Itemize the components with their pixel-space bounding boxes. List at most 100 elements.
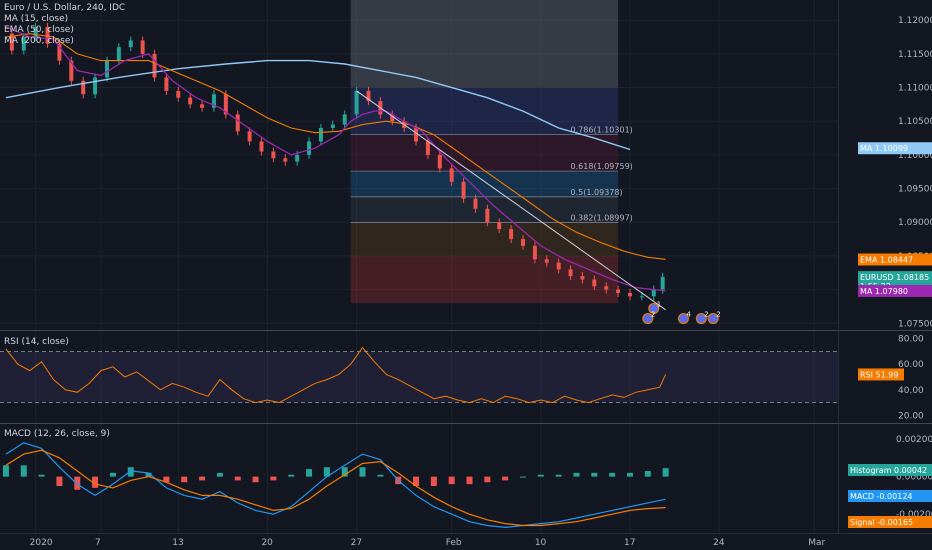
rsi-band xyxy=(0,351,838,403)
candle-body xyxy=(414,127,419,142)
macd-histogram-bar xyxy=(341,467,348,477)
rsi-axis-tick: 60.00 xyxy=(898,360,924,370)
macd-histogram-bar xyxy=(591,472,598,477)
candle-body xyxy=(556,262,561,270)
price-axis-tick: 1.12000 xyxy=(898,16,932,26)
macd-tag-macd: MACD -0.00124 xyxy=(850,492,913,501)
candle-body xyxy=(164,77,169,91)
fib-label-0.5: 0.5(1.09378) xyxy=(571,188,623,197)
fib-zone-6 xyxy=(350,255,619,304)
event-marker-count: 2 xyxy=(704,311,708,319)
candle-body xyxy=(235,114,240,132)
macd-histogram-bar xyxy=(430,476,437,487)
rsi-axis-tick: 40.00 xyxy=(898,386,924,396)
price-axis-tick: 1.09000 xyxy=(898,218,932,228)
trend-line xyxy=(356,90,666,311)
candle-body xyxy=(568,269,573,277)
candle-body xyxy=(390,114,395,122)
candle-body xyxy=(616,289,621,293)
candle-body xyxy=(532,245,537,260)
macd-histogram-bar xyxy=(448,476,455,485)
macd-histogram-bar xyxy=(626,472,633,477)
indicator-ema50[interactable]: EMA (50, close) xyxy=(4,25,74,35)
macd-axis-tick: -0.00200 xyxy=(896,510,932,520)
price-tag-bg xyxy=(858,271,932,284)
candle-body xyxy=(307,141,312,155)
macd-histogram-bar xyxy=(502,476,509,481)
price-tag-bg xyxy=(858,284,932,297)
rsi-title[interactable]: RSI (14, close) xyxy=(4,337,69,347)
time-axis-tick: 10 xyxy=(535,538,547,548)
candle-body xyxy=(271,151,276,159)
macd-histogram-bar xyxy=(270,476,277,481)
price-axis-tick: 1.11000 xyxy=(898,84,932,94)
candle-body xyxy=(200,104,205,108)
macd-histogram-bar xyxy=(466,476,473,485)
fib-zone-4 xyxy=(350,196,619,223)
price-tag-ma: MA 1.07980 xyxy=(860,287,908,296)
time-axis-tick: 7 xyxy=(95,538,101,548)
fib-zone-1 xyxy=(350,87,619,135)
candle-body xyxy=(497,222,502,229)
macd-histogram-bar xyxy=(662,468,669,477)
price-tag-bg xyxy=(858,142,932,155)
signal-line xyxy=(5,449,666,527)
rsi-tag-bg xyxy=(858,368,904,381)
macd-histogram-bar xyxy=(127,467,134,477)
macd-histogram-bar xyxy=(163,476,170,483)
macd-histogram-bar xyxy=(413,476,420,487)
candle-body xyxy=(93,77,98,95)
candle-body xyxy=(330,124,335,128)
ma15-line xyxy=(5,26,666,292)
candle-body xyxy=(627,292,632,297)
time-axis-tick: 27 xyxy=(351,538,362,548)
rsi-tag: RSI 51.99 xyxy=(860,370,898,379)
macd-histogram-bar xyxy=(609,472,616,477)
candle-body xyxy=(660,276,665,290)
candle-body xyxy=(580,276,585,280)
price-axis-tick: 1.11500 xyxy=(898,50,932,60)
macd-histogram-bar xyxy=(520,476,527,478)
event-marker-count: 1 xyxy=(657,300,661,308)
candle-body xyxy=(544,259,549,263)
event-marker xyxy=(695,313,707,325)
macd-histogram-bar xyxy=(484,476,491,483)
macd-histogram-bar xyxy=(234,476,241,481)
time-axis-tick: 20 xyxy=(261,538,273,548)
candle-body xyxy=(21,37,26,51)
candle-body xyxy=(152,53,157,78)
macd-histogram-bar xyxy=(56,476,63,487)
price-tag-ma: MA 1.10099 xyxy=(860,144,908,153)
candle-body xyxy=(9,33,14,51)
candle-body xyxy=(57,43,62,61)
macd-axis-tick: 0.00000 xyxy=(896,473,932,483)
candle-body xyxy=(211,94,216,108)
macd-histogram-bar xyxy=(537,474,544,477)
candle-body xyxy=(604,286,609,290)
candle-body xyxy=(366,90,371,102)
rsi-axis-tick: 20.00 xyxy=(898,411,924,421)
macd-histogram-bar xyxy=(20,465,27,477)
macd-histogram-bar xyxy=(573,472,580,477)
event-marker-count: 4 xyxy=(686,311,691,319)
fib-zone-5 xyxy=(350,222,619,256)
candle-body xyxy=(81,80,86,95)
macd-histogram-bar xyxy=(306,469,313,477)
indicator-ma200[interactable]: MA (200, close) xyxy=(4,36,74,46)
time-axis-tick: 17 xyxy=(624,538,635,548)
macd-title[interactable]: MACD (12, 26, close, 9) xyxy=(4,429,110,439)
macd-histogram-bar xyxy=(181,476,188,483)
candle-body xyxy=(521,239,526,246)
macd-line xyxy=(5,442,666,529)
candle-body xyxy=(509,228,514,240)
candle-body xyxy=(140,40,145,54)
price-axis-tick: 1.10500 xyxy=(898,117,932,127)
candle-body xyxy=(449,168,454,182)
candle-body xyxy=(592,279,597,287)
event-marker xyxy=(642,313,654,325)
macd-histogram-bar xyxy=(2,465,9,477)
indicator-ma15[interactable]: MA (15, close) xyxy=(4,14,69,24)
macd-axis-tick: 0.00200 xyxy=(896,435,932,445)
symbol-title[interactable]: Euro / U.S. Dollar, 240, IDC xyxy=(4,3,126,13)
